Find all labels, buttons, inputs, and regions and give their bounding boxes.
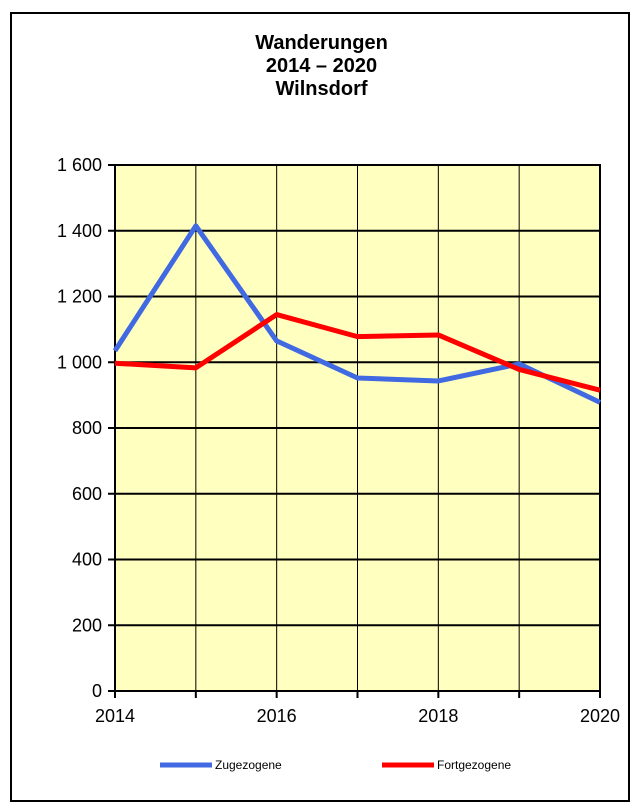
y-tick-label: 1 600 — [57, 155, 102, 175]
series-line-zugezogene — [112, 223, 602, 405]
legend-label: Zugezogene — [215, 758, 282, 772]
x-tick-label: 2018 — [418, 706, 458, 726]
title-line-2: 2014 – 2020 — [265, 55, 378, 77]
x-tick-label: 2020 — [580, 706, 620, 726]
x-tick-label: 2014 — [95, 706, 135, 726]
y-tick-label: 800 — [72, 418, 102, 438]
plot-border — [114, 164, 601, 692]
x-tick-label: 2016 — [257, 706, 297, 726]
axes — [108, 164, 601, 698]
x-tick-labels: 2014 2016 2018 2020 — [95, 706, 620, 726]
gridlines — [115, 164, 600, 691]
title-line-3: Wilnsdorf — [275, 78, 368, 100]
y-tick-label: 200 — [72, 615, 102, 635]
series-lines — [112, 223, 602, 405]
y-tick-label: 600 — [72, 484, 102, 504]
legend-label: Fortgezogene — [437, 758, 511, 772]
series-line-fortgezogene — [114, 312, 601, 393]
y-tick-label: 400 — [72, 550, 102, 570]
y-tick-label: 1 200 — [57, 287, 102, 307]
y-tick-label: 1 400 — [57, 221, 102, 241]
title-line-1: Wanderungen — [255, 32, 388, 54]
y-tick-label: 0 — [92, 681, 102, 701]
chart-title: Wanderungen 2014 – 2020 Wilnsdorf — [0, 32, 643, 101]
y-tick-labels: 0 200 400 600 800 1 000 1 200 1 400 1 600 — [57, 155, 102, 701]
y-tick-label: 1 000 — [57, 352, 102, 372]
